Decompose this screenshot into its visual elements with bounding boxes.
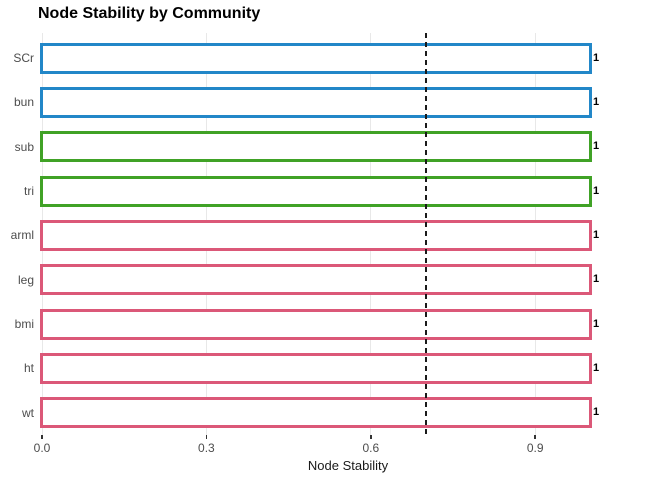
bar-bmi: [40, 308, 592, 340]
x-tick-label: 0.0: [33, 441, 51, 455]
bar-bun: [40, 86, 592, 118]
x-tick-label: 0.9: [526, 441, 544, 455]
y-axis-label-bun: bun: [13, 95, 34, 110]
y-axis-label-wt: wt: [22, 405, 34, 420]
x-tick-label: 0.6: [362, 441, 380, 455]
bar-value-label: 1: [593, 228, 600, 241]
x-tick-mark: [370, 435, 372, 439]
bar-sub: [40, 131, 592, 163]
bar-arml: [40, 219, 592, 251]
bar-value-label: 1: [593, 95, 600, 108]
bar-value-label: 1: [593, 184, 600, 197]
x-tick-mark: [534, 435, 536, 439]
reference-line: [424, 33, 427, 435]
bar-wt: [40, 397, 592, 429]
bar-leg: [40, 264, 592, 296]
chart-title: Node Stability by Community: [38, 5, 261, 22]
y-axis-label-bmi: bmi: [14, 317, 34, 332]
y-axis-label-arml: arml: [10, 228, 34, 243]
x-axis-title: Node Stability: [307, 458, 389, 473]
bar-value-label: 1: [593, 273, 600, 286]
y-axis-label-SCr: SCr: [13, 51, 34, 65]
x-tick-label: 0.3: [198, 441, 215, 455]
y-axis-label-tri: tri: [24, 184, 34, 199]
bar-value-label: 1: [593, 51, 600, 64]
x-tick-mark: [41, 435, 43, 439]
bar-SCr: [40, 42, 592, 74]
bar-tri: [40, 175, 592, 207]
bar-value-label: 1: [593, 361, 600, 374]
x-tick-mark: [205, 435, 208, 439]
y-axis-label-leg: leg: [17, 272, 34, 287]
bar-ht: [40, 352, 592, 384]
bar-value-label: 1: [593, 140, 600, 153]
bar-value-label: 1: [593, 317, 600, 330]
y-axis-label-ht: ht: [23, 361, 34, 376]
bar-value-label: 1: [593, 406, 600, 419]
y-axis-label-sub: sub: [14, 139, 34, 154]
